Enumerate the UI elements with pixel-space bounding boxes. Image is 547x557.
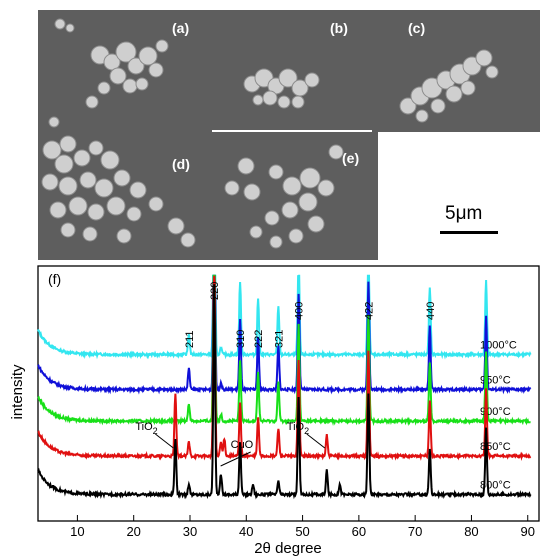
peak-label-3: 222 xyxy=(253,330,265,348)
peak-label-2: 310 xyxy=(235,330,247,348)
x-axis-label: 2θ degree xyxy=(254,540,322,557)
sem-image-e xyxy=(212,132,378,260)
x-tick-label-8: 90 xyxy=(521,524,535,539)
peak-label-6: 422 xyxy=(363,302,375,320)
sem-image-b xyxy=(212,10,372,130)
x-tick-label-0: 10 xyxy=(70,524,84,539)
annotation-arrow-0 xyxy=(155,433,174,449)
sem-panel-c: (c) xyxy=(372,10,540,132)
series-line-1 xyxy=(37,274,532,395)
series-label-0: 1000°C xyxy=(480,340,517,352)
sem-panel-b: (b) xyxy=(212,10,372,130)
panel-label-e: (e) xyxy=(342,150,360,166)
sem-image-c xyxy=(372,10,540,132)
annotation-1: CuO xyxy=(231,439,254,451)
peak-label-5: 400 xyxy=(294,302,306,320)
sem-panel-a: (a) xyxy=(38,10,212,130)
annotation-0: TiO2 xyxy=(135,421,157,436)
plot-frame xyxy=(37,265,540,522)
y-axis-label: intensity xyxy=(9,364,26,420)
peak-label-1: 220 xyxy=(209,282,221,300)
x-tick-label-5: 60 xyxy=(352,524,366,539)
series-label-4: 800°C xyxy=(480,480,511,492)
series-line-3 xyxy=(37,275,532,462)
annotation-arrow-1 xyxy=(220,451,251,467)
x-tick-label-6: 70 xyxy=(408,524,422,539)
peak-label-7: 440 xyxy=(425,302,437,320)
sem-image-a xyxy=(38,10,212,130)
x-tick-label-4: 50 xyxy=(295,524,309,539)
scale-bar-line xyxy=(440,231,498,234)
peak-label-4: 321 xyxy=(273,330,285,348)
series-line-2 xyxy=(37,274,531,427)
x-tick-label-7: 80 xyxy=(464,524,478,539)
x-tick-label-1: 20 xyxy=(126,524,140,539)
peak-label-0: 211 xyxy=(184,330,196,348)
annotation-sub-0: 2 xyxy=(153,426,158,436)
panel-label-d: (d) xyxy=(172,156,190,172)
panel-label-f: (f) xyxy=(48,271,61,287)
x-tick-label-2: 30 xyxy=(183,524,197,539)
tick-layer: 10 20 30 40 50 60 70 80 90 xyxy=(70,515,535,539)
annotation-arrow-2 xyxy=(306,433,326,449)
x-tick-label-3: 40 xyxy=(239,524,253,539)
sem-image-d xyxy=(38,130,212,260)
annotation-sub-2: 2 xyxy=(304,426,309,436)
panel-label-b: (b) xyxy=(330,20,348,36)
series-line-0 xyxy=(37,274,532,360)
series-line-4 xyxy=(37,284,532,500)
sem-panel-d: (d) xyxy=(38,130,212,260)
annotation-2: TiO2 xyxy=(287,421,309,436)
label-layer: 211 220 310 222 321 400 422 440 TiO2 CuO TiO2 xyxy=(135,282,437,467)
panel-label-c: (c) xyxy=(408,20,426,36)
sem-panel-e: (e) xyxy=(212,132,378,260)
scale-bar-label: 5μm xyxy=(445,203,483,224)
panel-label-a: (a) xyxy=(172,20,190,36)
